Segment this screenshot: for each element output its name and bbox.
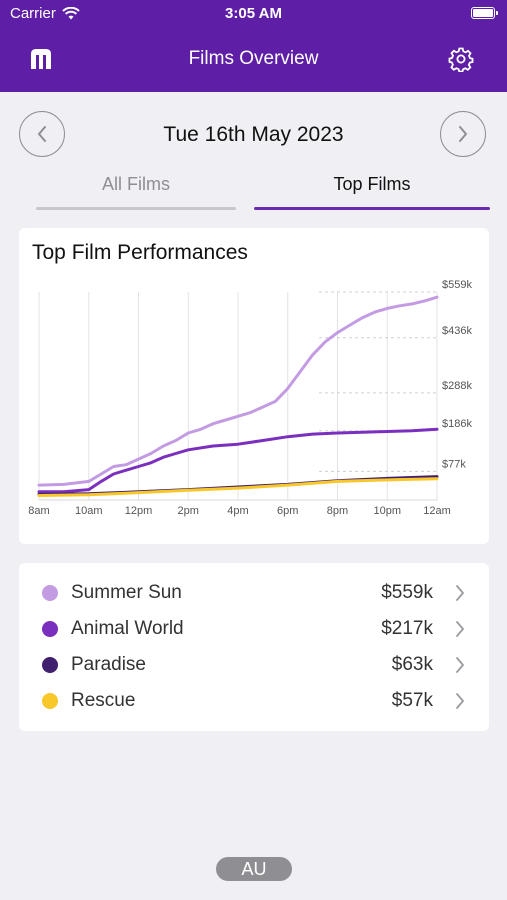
x-tick-label: 8pm	[327, 505, 348, 517]
film-list-card: Summer Sun $559k Animal World $217k Para…	[19, 563, 489, 731]
date-selector: Tue 16th May 2023	[0, 110, 507, 162]
tab-label: All Films	[102, 174, 170, 194]
x-tick-label: 10am	[75, 505, 103, 517]
x-tick-label: 8am	[28, 505, 49, 517]
tab-label: Top Films	[333, 174, 411, 194]
x-tick-label: 12am	[423, 505, 451, 517]
status-bar: Carrier 3:05 AM	[0, 0, 507, 28]
film-name: Summer Sun	[71, 582, 182, 603]
chevron-left-icon	[38, 126, 46, 142]
chart-card: Top Film Performances 8am 10am 12pm 2pm 4pm 6…	[19, 228, 489, 544]
next-day-button[interactable]	[440, 111, 486, 157]
status-time: 3:05 AM	[225, 5, 282, 22]
film-name: Animal World	[71, 618, 184, 639]
series-color-dot	[42, 657, 58, 673]
film-revenue: $63k	[391, 654, 433, 675]
x-tick-label: 12pm	[125, 505, 153, 517]
series-color-dot	[42, 693, 58, 709]
performance-line-chart: 8am 10am 12pm 2pm 4pm 6pm 8pm 10pm 12am $559k $436…	[28, 279, 472, 517]
list-item-animal-world[interactable]: Animal World $217k	[19, 611, 489, 647]
series-line-summer-sun	[37, 295, 439, 487]
carrier: Carrier	[10, 5, 80, 22]
app-logo-icon[interactable]	[29, 48, 53, 70]
series-color-dot	[42, 585, 58, 601]
series-color-dot	[42, 621, 58, 637]
y-tick-label: $436k	[442, 325, 472, 337]
wifi-icon	[62, 7, 80, 20]
battery-icon	[471, 7, 498, 19]
y-tick-label: $77k	[442, 458, 466, 470]
film-tabs: All Films Top Films	[0, 170, 507, 212]
app-header: Carrier 3:05 AM Films Overview	[0, 0, 507, 92]
tab-indicator	[36, 207, 236, 210]
y-tick-label: $288k	[442, 380, 472, 392]
carrier-label: Carrier	[10, 5, 56, 22]
film-name: Paradise	[71, 654, 146, 675]
chevron-right-icon	[456, 693, 464, 709]
gear-icon[interactable]	[448, 46, 474, 72]
film-revenue: $559k	[381, 582, 433, 603]
chevron-right-icon	[456, 621, 464, 637]
chevron-right-icon	[459, 126, 467, 142]
film-revenue: $57k	[391, 690, 433, 711]
page-title: Films Overview	[188, 48, 319, 69]
list-item-summer-sun[interactable]: Summer Sun $559k	[19, 575, 489, 611]
series-line-rescue	[37, 477, 439, 497]
tab-top-films[interactable]: Top Films	[254, 170, 490, 210]
tab-all-films[interactable]: All Films	[36, 170, 236, 210]
previous-day-button[interactable]	[19, 111, 65, 157]
x-tick-label: 10pm	[373, 505, 401, 517]
y-tick-label: $559k	[442, 279, 472, 291]
date-label: Tue 16th May 2023	[163, 123, 344, 146]
film-revenue: $217k	[381, 618, 433, 639]
tab-indicator-active	[254, 207, 490, 210]
x-tick-label: 6pm	[277, 505, 298, 517]
series-line-animal-world	[37, 427, 439, 494]
film-name: Rescue	[71, 690, 136, 711]
x-tick-label: 4pm	[227, 505, 248, 517]
y-tick-label: $186k	[442, 418, 472, 430]
region-selector[interactable]: AU	[216, 857, 292, 881]
chevron-right-icon	[456, 585, 464, 601]
chevron-right-icon	[456, 657, 464, 673]
chart-title: Top Film Performances	[32, 241, 248, 264]
list-item-rescue[interactable]: Rescue $57k	[19, 683, 489, 719]
x-tick-label: 2pm	[178, 505, 199, 517]
list-item-paradise[interactable]: Paradise $63k	[19, 647, 489, 683]
